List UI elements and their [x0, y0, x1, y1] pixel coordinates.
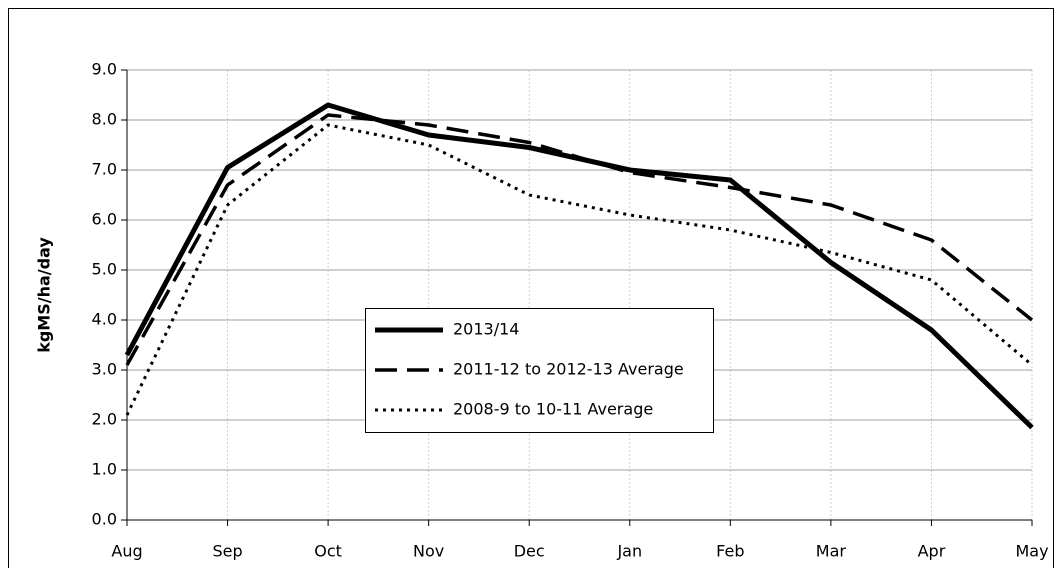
x-tick-label: Nov — [413, 542, 444, 561]
y-tick-label: 8.0 — [92, 110, 117, 129]
y-tick-label: 9.0 — [92, 60, 117, 79]
x-tick-label: Apr — [918, 542, 946, 561]
x-tick-label: May — [1015, 542, 1048, 561]
legend-label: 2008-9 to 10-11 Average — [453, 400, 653, 419]
x-tick-label: Aug — [111, 542, 142, 561]
y-tick-label: 0.0 — [92, 510, 117, 529]
y-axis-label: kgMS/ha/day — [35, 237, 54, 353]
legend-label: 2011-12 to 2012-13 Average — [453, 360, 684, 379]
y-tick-label: 7.0 — [92, 160, 117, 179]
x-tick-label: Mar — [816, 542, 847, 561]
y-tick-label: 2.0 — [92, 410, 117, 429]
x-tick-label: Jan — [616, 542, 642, 561]
chart-border — [8, 8, 1054, 572]
y-tick-label: 1.0 — [92, 460, 117, 479]
series-line — [125, 113, 1034, 366]
y-tick-label: 6.0 — [92, 210, 117, 229]
series-line — [125, 123, 1033, 416]
x-tick-label: Sep — [212, 542, 242, 561]
legend-label: 2013/14 — [453, 320, 519, 339]
y-tick-label: 3.0 — [92, 360, 117, 379]
x-tick-label: Feb — [716, 542, 744, 561]
y-tick-label: 5.0 — [92, 260, 117, 279]
y-tick-label: 4.0 — [92, 310, 117, 329]
x-tick-label: Dec — [514, 542, 545, 561]
x-tick-label: Oct — [314, 542, 342, 561]
